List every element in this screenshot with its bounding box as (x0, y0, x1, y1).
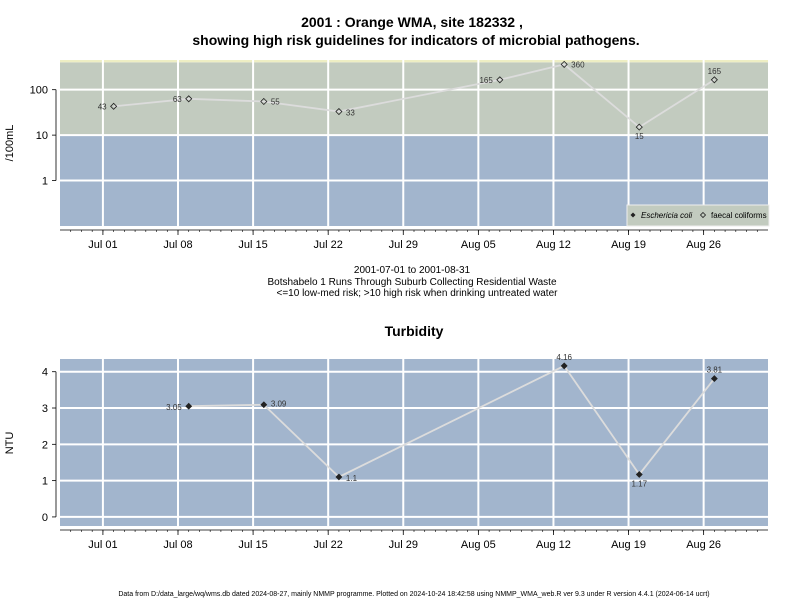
data-point (710, 375, 718, 383)
turbidity-chart: Jul 01 Jul 08 Jul 15 Jul 22 Jul 29 Aug 05 Aug … (4, 353, 768, 551)
data-point (110, 102, 118, 110)
data-label: 63 (173, 95, 182, 104)
x-tick-label: Aug 19 (611, 539, 646, 551)
y-axis-label: NTU (4, 432, 16, 455)
data-point (635, 123, 643, 131)
data-label: 15 (635, 132, 644, 141)
data-label: 4.16 (556, 353, 572, 362)
data-label: 43 (98, 102, 107, 111)
legend-entry-ecoli: Eschericia coli (641, 211, 692, 220)
grid-lines (60, 60, 768, 226)
x-tick-label: Jul 29 (389, 539, 418, 551)
high-risk-band (60, 62, 768, 136)
above-limit-band (60, 60, 768, 63)
data-point (185, 95, 193, 103)
data-label: 165 (479, 76, 493, 85)
date-range: 2001-07-01 to 2001-08-31 (354, 265, 471, 276)
x-tick-label: Jul 15 (238, 239, 267, 251)
axes: Jul 01 Jul 08 Jul 15 Jul 22 Jul 29 Aug 05 Aug … (30, 85, 768, 251)
x-tick-label: Jul 08 (163, 539, 192, 551)
y-tick-label: 0 (42, 512, 48, 524)
x-tick-label: Aug 12 (536, 539, 571, 551)
data-label: 165 (708, 67, 722, 76)
data-label: 1.1 (346, 474, 358, 483)
data-label: 1.17 (631, 479, 647, 488)
main-title-line1: 2001 : Orange WMA, site 182332 , (301, 14, 523, 30)
y-axis-label: /100mL (4, 125, 16, 162)
x-tick-label: Jul 29 (389, 239, 418, 251)
turbidity-title: Turbidity (385, 323, 444, 339)
grid-lines (60, 359, 768, 526)
y-tick-label: 1 (42, 476, 48, 488)
legend-entry-faecal-coliforms: faecal coliforms (711, 211, 767, 220)
data-point (560, 362, 568, 370)
data-label: 360 (571, 60, 585, 69)
data-point (335, 107, 343, 116)
x-tick-label: Aug 05 (461, 539, 496, 551)
axes: Jul 01 Jul 08 Jul 15 Jul 22 Jul 29 Aug 05 Aug … (42, 367, 768, 551)
data-point (260, 401, 268, 409)
y-tick-label: 3 (42, 403, 48, 415)
x-tick-label: Jul 08 (163, 239, 192, 251)
data-point (496, 76, 504, 84)
y-tick-label: 10 (36, 130, 48, 142)
data-point (710, 76, 718, 84)
x-tick-label: Jul 15 (238, 539, 267, 551)
data-point (260, 97, 268, 106)
risk-note: <=10 low-med risk; >10 high risk when dr… (277, 288, 559, 299)
site-description: Botshabelo 1 Runs Through Suburb Collect… (267, 277, 556, 288)
data-point (560, 60, 568, 68)
legend-box (626, 204, 770, 227)
legend-filled-diamond-icon (630, 212, 636, 218)
x-tick-label: Aug 26 (686, 539, 721, 551)
x-tick-label: Jul 01 (88, 539, 117, 551)
main-title-line2: showing high risk guidelines for indicat… (192, 32, 639, 48)
x-tick-label: Aug 19 (611, 239, 646, 251)
turbidity-series: 3.05 3.09 1.1 4.16 1.17 3.81 (166, 353, 723, 489)
y-tick-label: 100 (30, 85, 48, 97)
x-tick-label: Jul 01 (88, 239, 117, 251)
x-tick-label: Jul 22 (314, 239, 343, 251)
plot-background (60, 359, 768, 526)
data-point (185, 402, 193, 410)
data-label: 3.05 (166, 403, 182, 412)
x-tick-label: Aug 12 (536, 239, 571, 251)
microbial-chart: Jul 01 Jul 08 Jul 15 Jul 22 Jul 29 Aug 05 Aug … (4, 60, 770, 251)
data-point (335, 473, 343, 481)
faecal-coliforms-series: 43 63 55 33 165 360 15 165 (98, 60, 722, 141)
x-tick-label: Aug 26 (686, 239, 721, 251)
y-tick-label: 4 (42, 367, 48, 379)
y-tick-label: 1 (42, 176, 48, 188)
data-label: 3.09 (271, 400, 287, 409)
footer-note: Data from D:/data_large/wq/wms.db dated … (118, 591, 709, 598)
data-label: 3.81 (707, 366, 723, 375)
data-point (635, 471, 643, 478)
legend: Eschericia coli faecal coliforms (626, 204, 770, 227)
y-tick-label: 2 (42, 439, 48, 451)
series-line (188, 364, 716, 479)
data-label: 55 (271, 97, 280, 106)
data-label: 33 (346, 109, 355, 118)
series-line (113, 63, 715, 129)
legend-open-diamond-icon (699, 211, 707, 219)
x-tick-label: Jul 22 (314, 539, 343, 551)
x-tick-label: Aug 05 (461, 239, 496, 251)
